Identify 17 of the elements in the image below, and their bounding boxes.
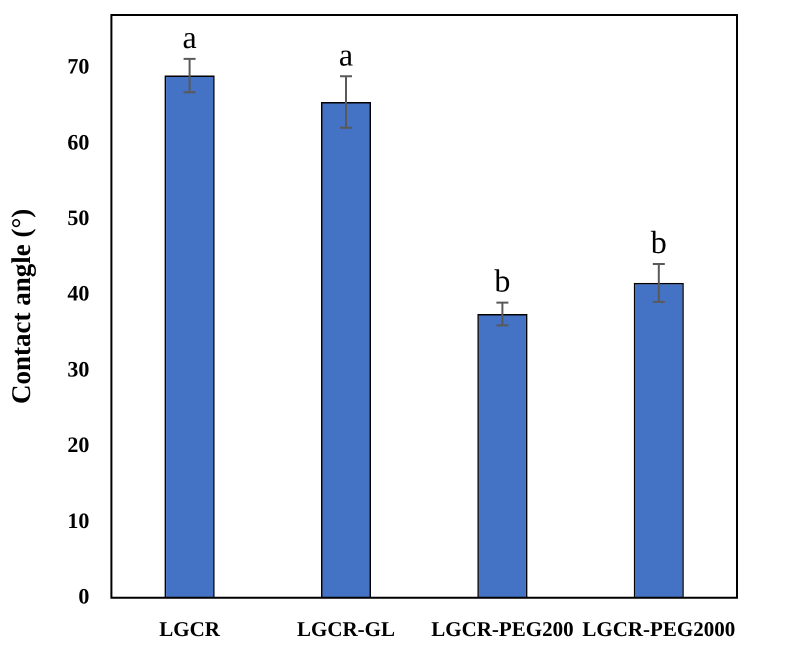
y-tick-label: 40 — [67, 280, 90, 306]
y-tick-label: 50 — [67, 205, 90, 230]
y-axis-title: Contact angle (°) — [6, 208, 36, 404]
x-tick-label: LGCR — [159, 616, 221, 641]
y-tick-label: 30 — [67, 356, 90, 382]
y-tick-label: 0 — [78, 583, 90, 608]
x-tick-label: LGCR-PEG2000 — [582, 616, 736, 641]
annotation: b — [494, 262, 510, 299]
y-tick-label: 60 — [67, 129, 90, 154]
x-tick-label: LGCR-PEG200 — [431, 616, 574, 641]
annotation: a — [338, 36, 354, 72]
annotation: a — [182, 18, 197, 55]
annotation: b — [650, 224, 667, 260]
y-tick-label: 20 — [67, 432, 90, 458]
x-tick-label: LGCR-GL — [296, 616, 396, 641]
y-tick-label: 10 — [67, 508, 90, 533]
y-tick-label: 70 — [67, 54, 90, 79]
